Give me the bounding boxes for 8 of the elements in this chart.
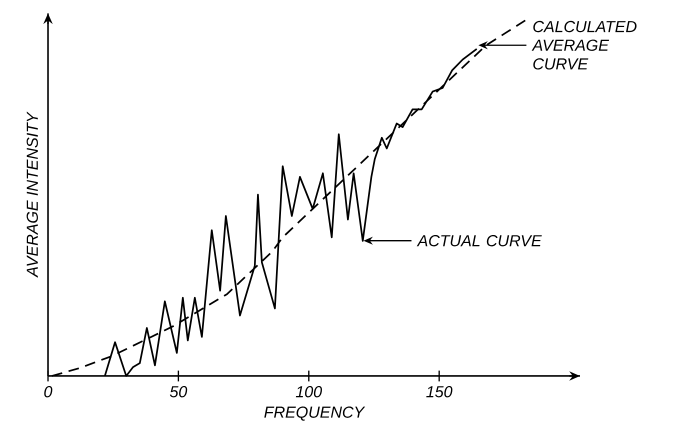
x-tick-label: 50 [170,386,188,398]
x-tick-label: 0 [44,386,52,398]
x-axis-title: FREQUENCY [264,406,366,421]
y-axis-title: AVERAGE INTENSITY [26,111,38,278]
annotation: ACTUAL CURVE [416,235,542,246]
annotation: CALCULATED AVERAGE CURVE [532,20,637,70]
x-tick-label: 100 [296,386,322,398]
x-tick-label: 150 [426,386,452,398]
